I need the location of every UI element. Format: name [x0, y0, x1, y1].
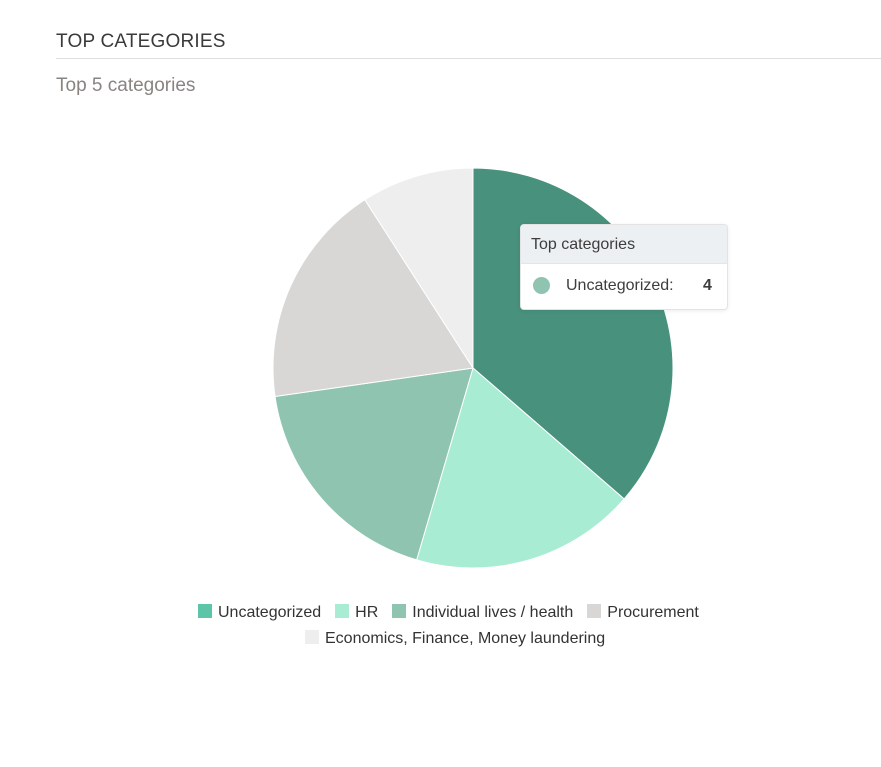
- legend-label: Uncategorized: [218, 604, 322, 621]
- section-title: TOP CATEGORIES: [56, 31, 226, 52]
- legend-item-5[interactable]: Economics, Finance, Money laundering: [305, 629, 605, 649]
- pie-slice-4[interactable]: [272, 199, 474, 398]
- tooltip-title: Top categories: [521, 225, 727, 264]
- pie-slice-2[interactable]: [416, 367, 625, 569]
- tooltip-body: Uncategorized: 4: [521, 264, 727, 308]
- legend-label: Procurement: [607, 604, 699, 621]
- chart-tooltip: Top categories Uncategorized: 4: [520, 224, 728, 310]
- legend-item-3[interactable]: Individual lives / health: [392, 603, 573, 623]
- legend-item-4[interactable]: Procurement: [587, 603, 699, 623]
- tooltip-value: 4: [703, 277, 712, 294]
- legend-label: Individual lives / health: [412, 604, 574, 621]
- pie-slice-3[interactable]: [274, 367, 474, 561]
- legend-swatch: [392, 604, 407, 618]
- tooltip-series-dot: [533, 277, 550, 294]
- tooltip-label: Uncategorized:: [566, 277, 674, 294]
- legend-label: Economics, Finance, Money laundering: [325, 630, 606, 647]
- legend-label: HR: [355, 604, 379, 621]
- legend-item-1[interactable]: Uncategorized: [198, 603, 321, 623]
- legend-swatch: [305, 630, 319, 644]
- chart-subtitle: Top 5 categories: [56, 75, 196, 96]
- legend-swatch: [587, 604, 602, 618]
- section-header: TOP CATEGORIES: [56, 30, 881, 59]
- legend-swatch: [198, 604, 212, 618]
- pie-slice-5[interactable]: [364, 167, 474, 370]
- legend-swatch: [335, 604, 350, 618]
- legend-item-2[interactable]: HR: [335, 603, 378, 623]
